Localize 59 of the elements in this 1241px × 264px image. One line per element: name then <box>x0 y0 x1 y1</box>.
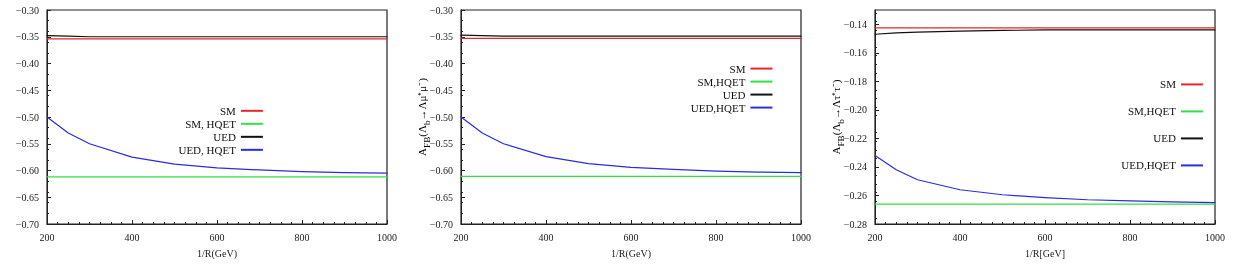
legend-label: UED <box>213 130 236 143</box>
x-tick-label: 400 <box>538 231 554 243</box>
legend-label: SM <box>1160 78 1177 91</box>
line-series <box>46 116 388 174</box>
y-tick-label: −0.26 <box>843 189 867 201</box>
y-tick-label: −0.50 <box>429 111 453 123</box>
y-tick-label: −0.28 <box>843 218 867 230</box>
y-tick-label: −0.35 <box>429 31 453 43</box>
x-axis-title: 1/R[GeV] <box>1025 247 1065 259</box>
legend-label: UED,HQET <box>690 101 746 114</box>
y-tick-label: −0.22 <box>843 132 867 144</box>
x-tick-label: 200 <box>867 231 883 243</box>
legend-label: SM <box>729 62 746 75</box>
legend-label: SM <box>219 104 237 117</box>
legend-label: SM, HQET <box>185 117 237 130</box>
y-tick-label: −0.18 <box>843 75 867 87</box>
y-tick-label: −0.55 <box>429 138 453 150</box>
y-tick-label: −0.30 <box>429 4 453 16</box>
x-tick-label: 400 <box>952 231 968 243</box>
x-axis-title: 1/R(GeV) <box>611 247 651 260</box>
y-tick-label: −0.55 <box>15 138 39 150</box>
y-tick-label: −0.70 <box>15 218 39 230</box>
y-tick-label: −0.65 <box>15 191 39 203</box>
y-tick-label: −0.40 <box>429 58 453 69</box>
legend-label: UED, HQET <box>178 143 237 156</box>
y-tick-label: −0.20 <box>843 104 867 116</box>
y-tick-label: −0.65 <box>429 191 453 203</box>
y-tick-label: −0.14 <box>843 18 867 30</box>
y-tick-label: −0.45 <box>15 84 39 96</box>
x-tick-label: 600 <box>1037 231 1053 243</box>
legend-label: UED <box>722 88 746 101</box>
x-tick-label: 200 <box>39 231 55 243</box>
legend-label: UED <box>1153 132 1177 145</box>
line-series <box>874 154 1216 204</box>
y-tick-label: −0.45 <box>429 84 453 96</box>
legend-label: SM,HQET <box>1127 105 1177 118</box>
x-tick-label: 800 <box>708 231 724 243</box>
x-tick-label: 600 <box>209 231 225 243</box>
y-tick-label: −0.35 <box>15 31 39 43</box>
line-series <box>460 116 802 174</box>
y-tick-label: −0.30 <box>15 4 39 16</box>
x-tick-label: 200 <box>453 231 469 243</box>
y-tick-label: −0.40 <box>15 58 39 69</box>
legend-label: UED,HQET <box>1121 159 1177 172</box>
y-tick-label: −0.50 <box>15 111 39 123</box>
x-tick-label: 800 <box>1122 231 1138 243</box>
x-tick-label: 1000 <box>791 231 811 243</box>
x-tick-label: 800 <box>294 231 310 243</box>
x-axis-title: 1/R(GeV) <box>197 247 237 260</box>
x-tick-label: 400 <box>124 231 140 243</box>
y-tick-label: −0.60 <box>15 165 39 176</box>
x-tick-label: 600 <box>623 231 639 243</box>
y-tick-label: −0.70 <box>429 218 453 230</box>
x-tick-label: 1000 <box>377 231 397 243</box>
y-tick-label: −0.16 <box>843 47 867 59</box>
x-tick-label: 1000 <box>1205 231 1225 243</box>
y-tick-label: −0.60 <box>429 165 453 176</box>
y-tick-label: −0.24 <box>843 161 867 173</box>
legend-label: SM,HQET <box>697 75 746 88</box>
